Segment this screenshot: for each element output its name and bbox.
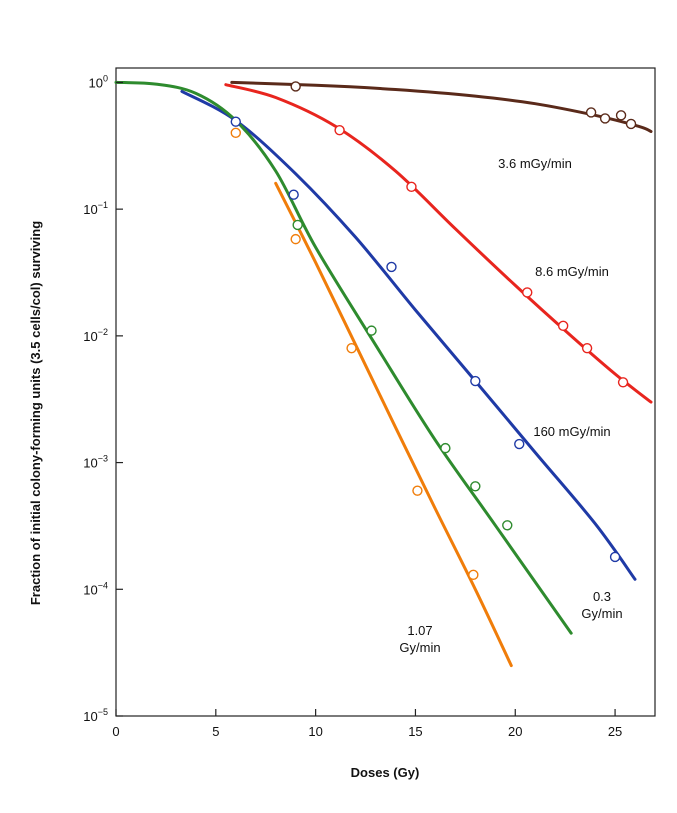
- data-point-1-07-gy-min: [290, 233, 301, 245]
- data-point-0-3-gy-min: [292, 219, 303, 231]
- x-tick-label: 5: [212, 724, 219, 739]
- data-point-0-3-gy-min: [440, 442, 451, 454]
- data-point-8-6-mgy-min: [581, 342, 593, 354]
- plot-frame: [115, 67, 656, 717]
- axis-ticks: 0 5 10 15 20 25 100 10−1 10−2 10−3 10−4 10−5: [83, 73, 622, 739]
- y-axis-title: Fraction of initial colony-forming units…: [28, 221, 43, 605]
- data-point-3-6-mgy-min: [290, 81, 301, 92]
- series-label-1-07-gy-min: 1.07 Gy/min: [399, 623, 440, 655]
- y-tick-label: 10−5: [83, 707, 108, 724]
- data-point-8-6-mgy-min: [522, 287, 533, 298]
- series-label-8-6-mgy-min: 8.6 mGy/min: [535, 264, 609, 279]
- data-point-1-07-gy-min: [346, 342, 357, 354]
- data-point-160-mgy-min: [386, 261, 397, 273]
- x-tick-label: 25: [608, 724, 622, 739]
- y-tick-label: 10−4: [83, 580, 108, 597]
- curve-8-6-mgy-min: [224, 83, 653, 404]
- data-point-3-6-mgy-min: [615, 110, 627, 121]
- plot-border: [115, 67, 656, 717]
- data-point-160-mgy-min: [470, 375, 481, 387]
- x-tick-label: 0: [112, 724, 119, 739]
- y-tick-label: 10−1: [83, 200, 108, 217]
- data-point-160-mgy-min: [230, 116, 241, 127]
- data-point-0-3-gy-min: [470, 481, 481, 492]
- y-tick-label: 10−3: [83, 454, 108, 471]
- data-point-8-6-mgy-min: [617, 377, 629, 388]
- x-tick-label: 20: [508, 724, 522, 739]
- data-point-1-07-gy-min: [412, 485, 423, 496]
- data-point-8-6-mgy-min: [334, 124, 345, 136]
- series-curves: [114, 80, 653, 668]
- curve-160-mgy-min: [180, 89, 637, 581]
- data-point-1-07-gy-min: [230, 127, 241, 139]
- series-label-160-mgy-min: 160 mGy/min: [533, 424, 610, 439]
- data-point-160-mgy-min: [514, 438, 525, 450]
- data-point-160-mgy-min: [609, 551, 621, 563]
- series-label-3-6-mgy-min: 3.6 mGy/min: [498, 156, 572, 171]
- data-point-1-07-gy-min: [468, 569, 479, 581]
- curve-0-3-gy-min: [114, 80, 573, 635]
- x-tick-label: 15: [408, 724, 422, 739]
- data-point-0-3-gy-min: [366, 325, 377, 336]
- y-tick-label: 10−2: [83, 327, 108, 344]
- data-point-3-6-mgy-min: [599, 113, 611, 124]
- data-point-160-mgy-min: [288, 189, 299, 200]
- data-point-3-6-mgy-min: [625, 118, 637, 130]
- data-point-8-6-mgy-min: [406, 181, 417, 193]
- data-point-3-6-mgy-min: [585, 107, 597, 118]
- x-tick-label: 10: [308, 724, 322, 739]
- data-point-0-3-gy-min: [502, 520, 513, 531]
- data-point-8-6-mgy-min: [557, 320, 569, 332]
- x-axis-title: Doses (Gy): [351, 765, 420, 780]
- y-tick-label: 100: [89, 73, 108, 90]
- series-label-0-3-gy-min: 0.3 Gy/min: [581, 589, 622, 621]
- series-points: [230, 81, 637, 581]
- series-labels: 3.6 mGy/min 8.6 mGy/min 160 mGy/min 0.3 Gy/m…: [399, 156, 622, 655]
- curve-1-07-gy-min: [274, 181, 513, 668]
